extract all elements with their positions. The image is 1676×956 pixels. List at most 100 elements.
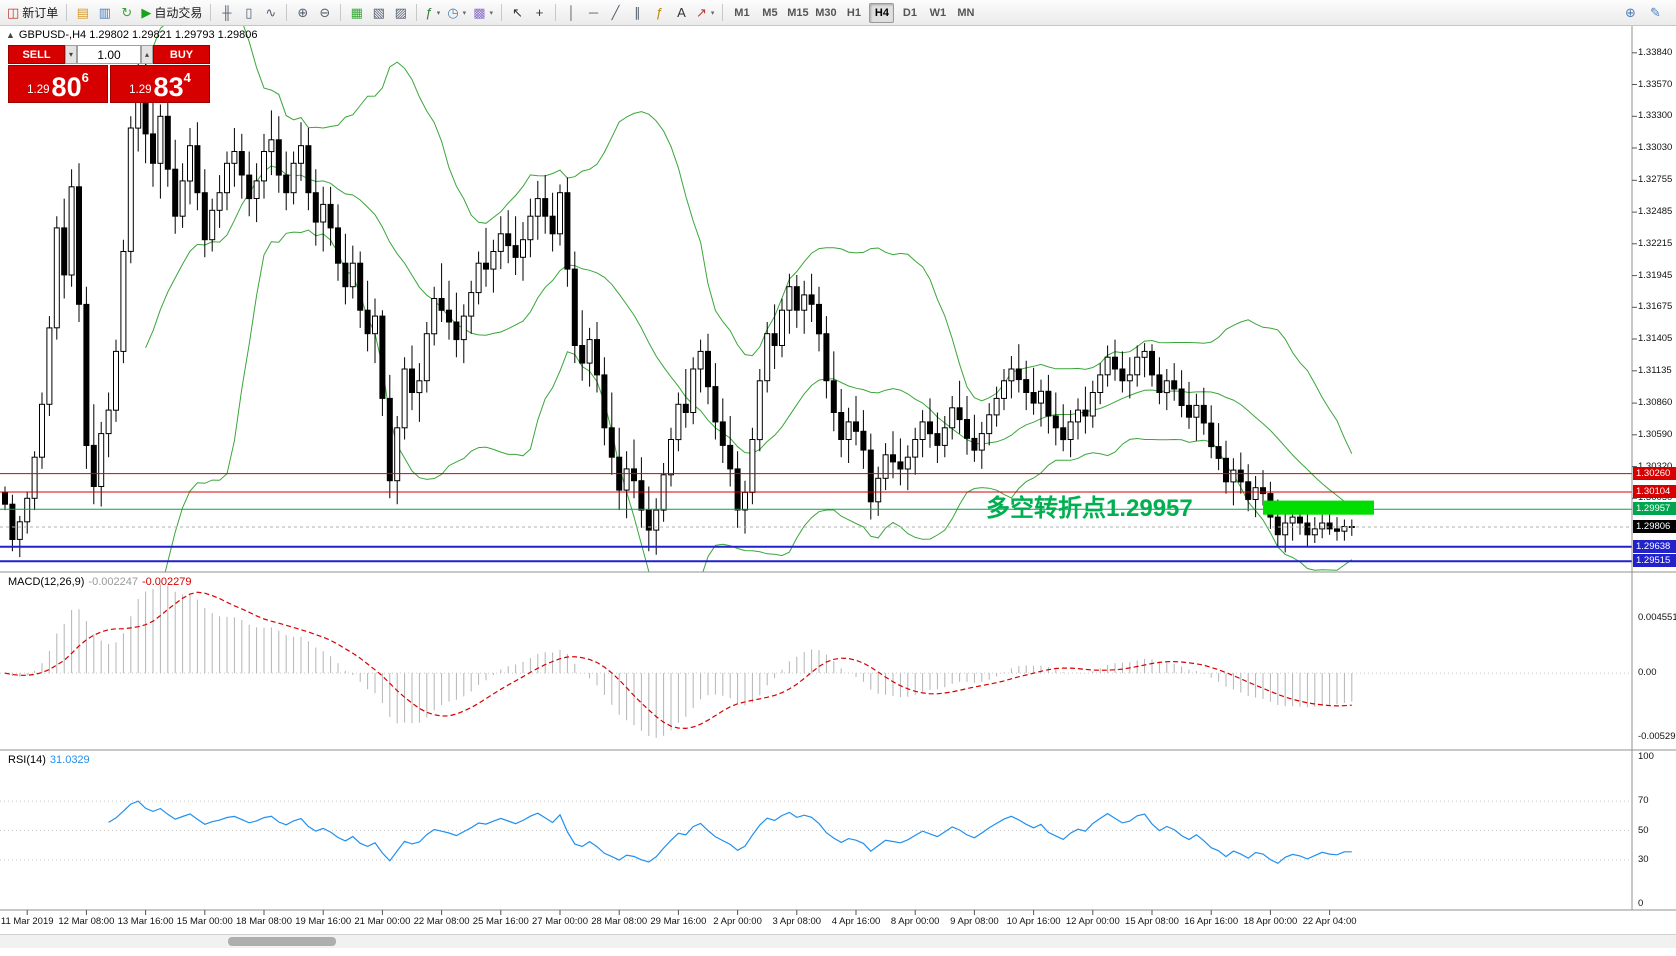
templates-button[interactable]: ▩ ▾ [470,2,496,24]
volume-decrease-button[interactable]: ▾ [65,45,77,64]
sell-price-big: 80 [51,72,82,102]
cursor-button[interactable]: ↖ [507,2,528,24]
candlestick-type-button[interactable]: ▯ [238,2,259,24]
magnifier-plus-button[interactable]: ⊕ [1620,2,1641,24]
cursor-icon: ↖ [512,5,523,20]
edit-pencil-button[interactable]: ✎ [1645,2,1666,24]
vertical-line-button[interactable]: │ [561,2,582,24]
timeframe-h1-button[interactable]: H1 [846,6,861,19]
macd-indicator-label: MACD(12,26,9) -0.002247 -0.002279 [8,576,192,588]
macd-signal-value: -0.002279 [141,576,192,588]
indicators-icon: ƒ [425,5,433,20]
channel-button[interactable]: ∥ [627,2,648,24]
buy-price-pip: 4 [183,70,191,85]
edit-pencil-icon: ✎ [1650,5,1661,20]
macd-main-value: -0.002247 [88,576,138,588]
clock-icon: ◷ [447,5,459,20]
sell-price-pip: 6 [81,70,89,85]
toolbar: ◫ 新订单 ▤ ▥ ↻ ▶ 自动交易 ╫ ▯ ∿ ⊕ ⊖ ▦ ▧ ▨ ƒ ▾ ◷ ▾ ▩ ▾ ↖ + │ ─ ╱ ∥ ƒ A ↗ ▾ M1 M5… [0,0,1676,26]
rsi-value: 31.0329 [49,754,90,766]
refresh-icon: ↻ [121,5,133,20]
volume-input[interactable] [77,45,141,64]
text-button[interactable]: A [671,2,692,24]
timeframe-h4-button[interactable]: H4 [869,2,895,23]
zoom-in-button[interactable]: ⊕ [292,2,313,24]
cascade-windows-button[interactable]: ▧ [368,2,389,24]
trendline-button[interactable]: ╱ [605,2,626,24]
crosshair-icon: + [535,5,544,20]
buy-price-prefix: 1.29 [129,84,152,96]
periods-button[interactable]: ◷ ▾ [444,2,469,24]
channel-icon: ∥ [634,5,641,20]
buy-price-button[interactable]: 1.29 83 4 [110,65,210,103]
cascade-windows-icon: ▧ [372,5,385,20]
zoom-out-button[interactable]: ⊖ [314,2,335,24]
sell-price-prefix: 1.29 [27,84,50,96]
timeframe-mn-button[interactable]: MN [957,6,975,19]
data-window-button[interactable]: ▥ [94,2,115,24]
horizontal-line-button[interactable]: ─ [583,2,604,24]
new-order-button-label: 新订单 [22,6,59,20]
candlestick-icon: ▯ [245,5,253,20]
arrows-button[interactable]: ↗ ▾ [693,2,717,24]
rsi-indicator-label: RSI(14) 31.0329 [8,754,90,766]
chart-title-text: GBPUSD-,H4 1.29802 1.29821 1.29793 1.298… [18,29,258,41]
one-click-collapse-icon[interactable]: ▲ [6,30,15,40]
new-order-button[interactable]: ◫ 新订单 [4,2,61,24]
toolbar-separator [66,4,68,21]
timeframe-w1-button[interactable]: W1 [929,6,947,19]
market-watch-icon: ▤ [76,5,89,20]
market-watch-button[interactable]: ▤ [72,2,93,24]
indicators-button[interactable]: ƒ ▾ [422,2,443,24]
spinner-down-icon: ▾ [68,50,73,59]
trendline-icon: ╱ [611,5,620,20]
bar-chart-type-button[interactable]: ╫ [216,2,237,24]
bar-chart-icon: ╫ [222,5,232,20]
rsi-name: RSI(14) [8,754,46,766]
fibonacci-button[interactable]: ƒ [649,2,670,24]
refresh-button[interactable]: ↻ [116,2,137,24]
timeframe-m5-button[interactable]: M5 [762,6,778,19]
autotrading-play-icon: ▶ [141,5,152,20]
timeframe-d1-button[interactable]: D1 [902,6,917,19]
crosshair-button[interactable]: + [529,2,550,24]
zoom-in-icon: ⊕ [297,5,309,20]
buy-button[interactable]: BUY [153,45,210,64]
annotation-text: 多空转折点1.29957 [986,495,1193,522]
new-order-icon: ◫ [7,5,20,20]
spinner-up-icon: ▴ [144,50,149,59]
horizontal-scrollbar[interactable] [0,934,1676,948]
toolbar-separator [416,4,418,21]
line-chart-type-button[interactable]: ∿ [260,2,281,24]
arrange-windows-button[interactable]: ▨ [390,2,411,24]
text-icon: A [677,5,686,20]
scrollbar-thumb[interactable] [228,937,336,946]
toolbar-right-group: ⊕ ✎ [1620,2,1672,24]
chevron-down-icon: ▾ [462,9,467,17]
toolbar-separator [340,4,342,21]
toolbar-separator [210,4,212,21]
toolbar-separator [286,4,288,21]
timeframe-m30-button[interactable]: M30 [815,6,837,19]
magnifier-plus-icon: ⊕ [1625,5,1636,20]
timeframe-m1-button[interactable]: M1 [734,6,750,19]
timeframe-m15-button[interactable]: M15 [787,6,809,19]
volume-increase-button[interactable]: ▴ [141,45,153,64]
data-window-icon: ▥ [98,5,111,20]
sell-price-button[interactable]: 1.29 80 6 [8,65,108,103]
vertical-line-icon: │ [567,5,576,20]
line-chart-icon: ∿ [265,5,277,20]
toolbar-separator [722,4,724,21]
tile-windows-button[interactable]: ▦ [346,2,367,24]
arrange-windows-icon: ▨ [394,5,407,20]
chart-title: ▲ GBPUSD-,H4 1.29802 1.29821 1.29793 1.29… [6,29,257,41]
chevron-down-icon: ▾ [710,9,715,17]
sell-button[interactable]: SELL [8,45,65,64]
horizontal-line-icon: ─ [588,5,599,20]
zoom-out-icon: ⊖ [319,5,331,20]
auto-trading-button[interactable]: ▶ 自动交易 [138,2,205,24]
chevron-down-icon: ▾ [436,9,441,17]
